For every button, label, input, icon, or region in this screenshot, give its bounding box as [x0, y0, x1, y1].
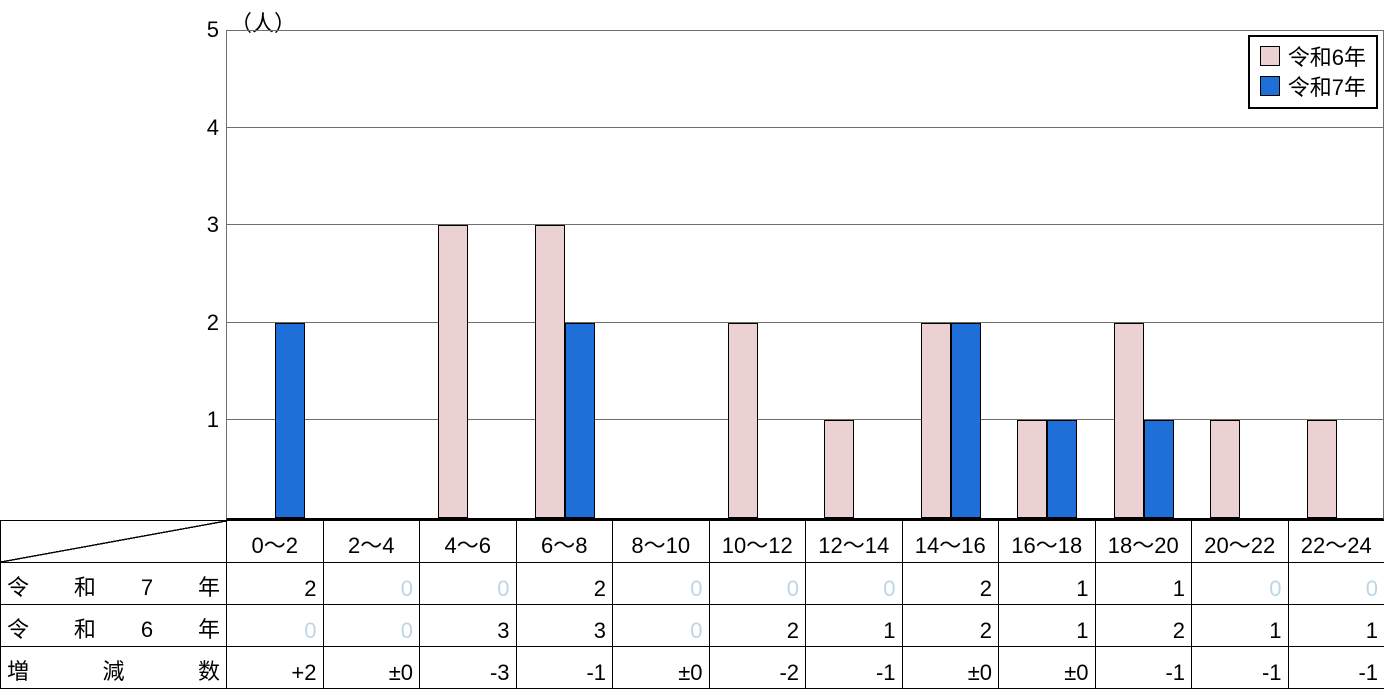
- category-cell: 6～8: [516, 521, 613, 563]
- row-header: 令和7年: [1, 563, 227, 605]
- bar-reiwa6: [1017, 420, 1047, 518]
- value-cell: -1: [516, 647, 613, 689]
- y-tick-label: 5: [207, 17, 219, 43]
- table-corner-cell: [1, 521, 227, 563]
- category-cell: 12～14: [806, 521, 903, 563]
- bar-reiwa6: [535, 225, 565, 518]
- legend-swatch-reiwa7: [1260, 76, 1280, 96]
- table-row: 令和7年200200021100: [1, 563, 1384, 605]
- value-cell: 2: [709, 605, 806, 647]
- bar-reiwa6: [1307, 420, 1337, 518]
- category-cell: 4～6: [420, 521, 517, 563]
- value-cell: 1: [1095, 563, 1192, 605]
- legend-swatch-reiwa6: [1260, 46, 1280, 66]
- bar-reiwa7: [565, 323, 595, 518]
- value-cell: 0: [1192, 563, 1289, 605]
- gridline: [227, 322, 1383, 323]
- value-cell: -1: [806, 647, 903, 689]
- value-cell: -1: [1095, 647, 1192, 689]
- category-cell: 20～22: [1192, 521, 1289, 563]
- gridline: [227, 224, 1383, 225]
- value-cell: 0: [613, 563, 710, 605]
- y-tick-label: 2: [207, 310, 219, 336]
- bar-reiwa7: [951, 323, 981, 518]
- table-row: 増減数+2±0-3-1±0-2-1±0±0-1-1-1: [1, 647, 1384, 689]
- value-cell: 3: [516, 605, 613, 647]
- bar-reiwa6: [921, 323, 951, 518]
- value-cell: 0: [1288, 563, 1384, 605]
- value-cell: 1: [999, 563, 1096, 605]
- table-row: 令和6年003302121211: [1, 605, 1384, 647]
- legend-item-reiwa6: 令和6年: [1260, 41, 1366, 71]
- value-cell: +2: [227, 647, 324, 689]
- y-tick-label: 1: [207, 407, 219, 433]
- bar-reiwa7: [1047, 420, 1077, 518]
- value-cell: 2: [227, 563, 324, 605]
- category-cell: 0～2: [227, 521, 324, 563]
- gridline: [227, 127, 1383, 128]
- figure: （人） 令和6年 令和7年 0～22～44～66～88～1010～1212～14…: [0, 0, 1384, 699]
- value-cell: ±0: [323, 647, 420, 689]
- category-cell: 16～18: [999, 521, 1096, 563]
- y-tick-label: 4: [207, 115, 219, 141]
- value-cell: 0: [420, 563, 517, 605]
- value-cell: 0: [227, 605, 324, 647]
- value-cell: 1: [1192, 605, 1289, 647]
- bar-reiwa6: [438, 225, 468, 518]
- value-cell: 0: [613, 605, 710, 647]
- value-cell: -2: [709, 647, 806, 689]
- value-cell: -1: [1288, 647, 1384, 689]
- value-cell: 0: [323, 563, 420, 605]
- value-cell: 0: [709, 563, 806, 605]
- category-cell: 22～24: [1288, 521, 1384, 563]
- value-cell: -3: [420, 647, 517, 689]
- row-header: 増減数: [1, 647, 227, 689]
- bar-reiwa7: [275, 323, 305, 518]
- bar-reiwa6: [728, 323, 758, 518]
- value-cell: -1: [1192, 647, 1289, 689]
- value-cell: 3: [420, 605, 517, 647]
- category-cell: 8～10: [613, 521, 710, 563]
- category-cell: 14～16: [902, 521, 999, 563]
- category-cell: 2～4: [323, 521, 420, 563]
- legend-label-reiwa7: 令和7年: [1288, 70, 1366, 102]
- table-row: 0～22～44～66～88～1010～1212～1414～1616～1818～2…: [1, 521, 1384, 563]
- value-cell: 0: [806, 563, 903, 605]
- value-cell: ±0: [999, 647, 1096, 689]
- category-cell: 10～12: [709, 521, 806, 563]
- value-cell: 1: [1288, 605, 1384, 647]
- y-tick-label: 3: [207, 212, 219, 238]
- legend: 令和6年 令和7年: [1248, 35, 1378, 109]
- legend-label-reiwa6: 令和6年: [1288, 40, 1366, 72]
- bar-chart: 令和6年 令和7年: [226, 30, 1384, 520]
- bar-reiwa6: [824, 420, 854, 518]
- value-cell: 2: [1095, 605, 1192, 647]
- value-cell: ±0: [902, 647, 999, 689]
- value-cell: ±0: [613, 647, 710, 689]
- legend-item-reiwa7: 令和7年: [1260, 71, 1366, 101]
- bar-reiwa7: [1144, 420, 1174, 518]
- category-cell: 18～20: [1095, 521, 1192, 563]
- row-header: 令和6年: [1, 605, 227, 647]
- value-cell: 2: [902, 605, 999, 647]
- value-cell: 2: [902, 563, 999, 605]
- value-cell: 0: [323, 605, 420, 647]
- value-cell: 1: [999, 605, 1096, 647]
- value-cell: 1: [806, 605, 903, 647]
- value-cell: 2: [516, 563, 613, 605]
- data-table: 0～22～44～66～88～1010～1212～1414～1616～1818～2…: [0, 520, 1384, 689]
- bar-reiwa6: [1114, 323, 1144, 518]
- bar-reiwa6: [1210, 420, 1240, 518]
